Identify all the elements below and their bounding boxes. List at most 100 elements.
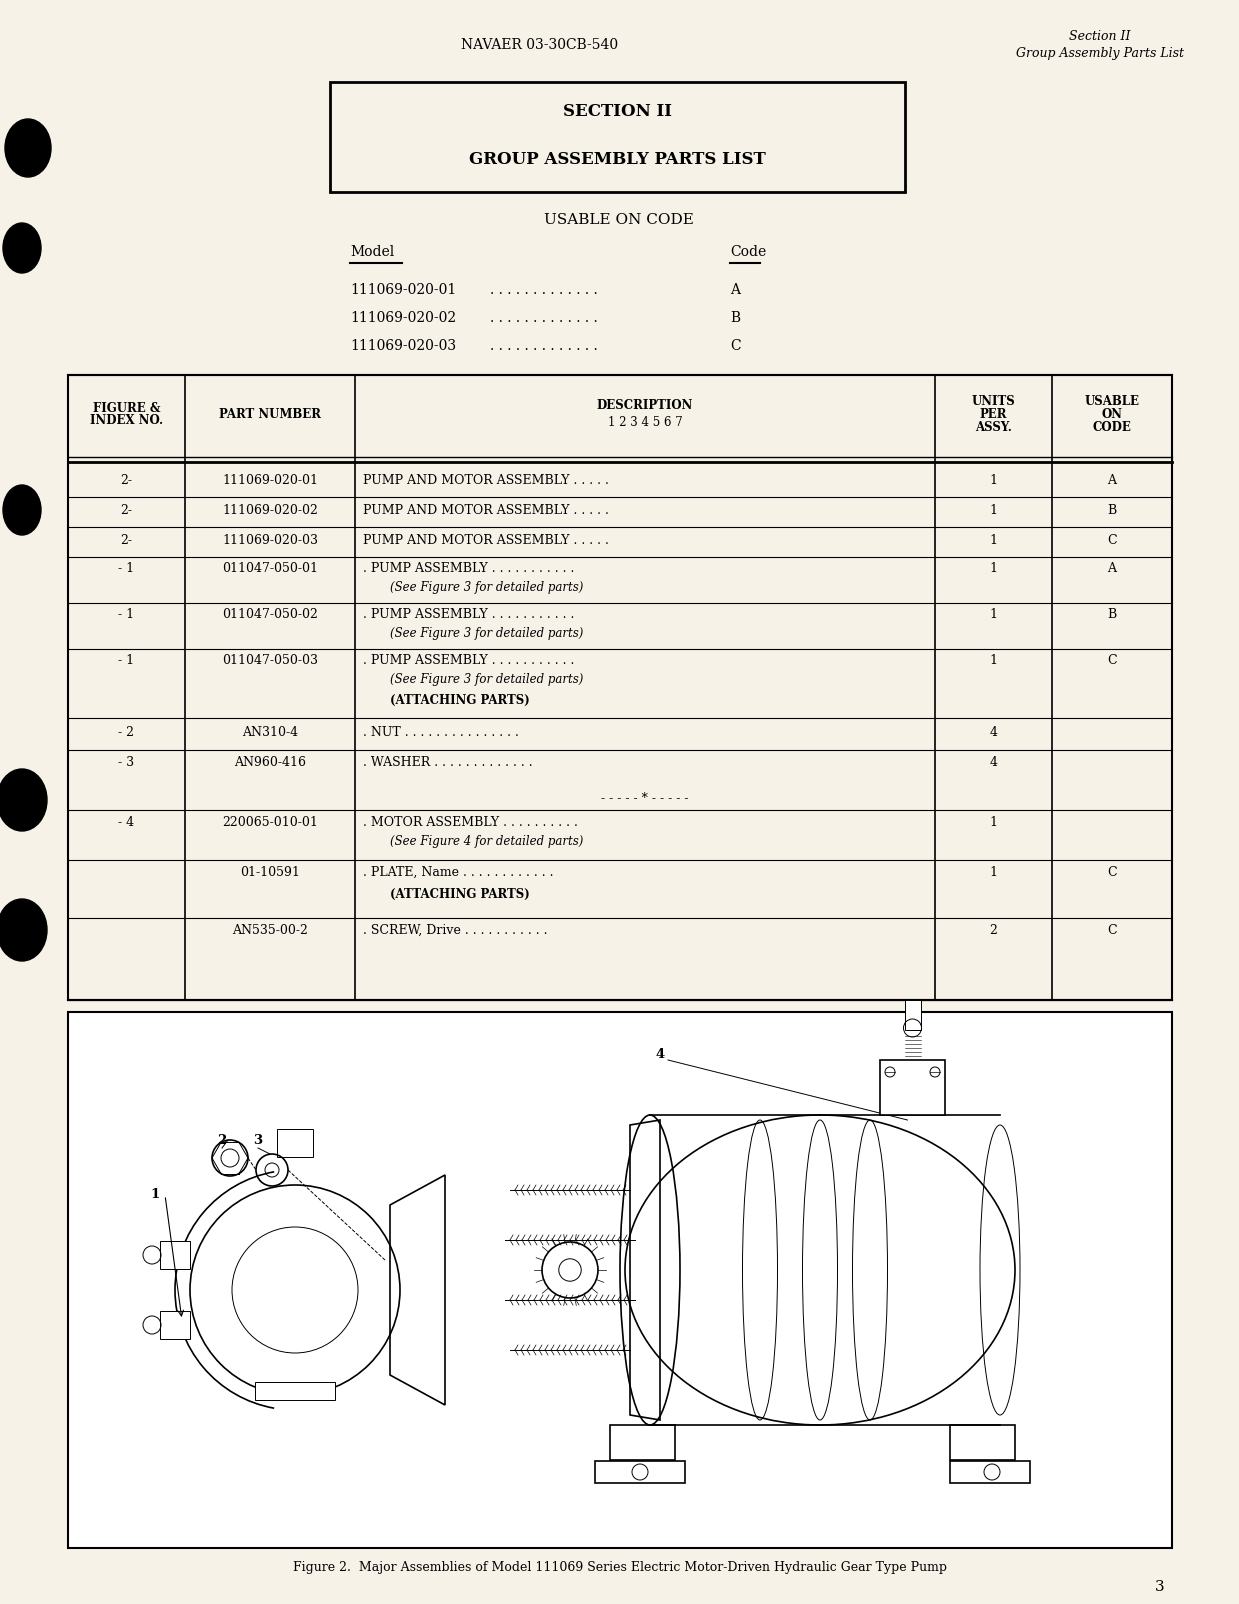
Text: 3: 3 <box>254 1134 263 1147</box>
Text: . PUMP ASSEMBLY . . . . . . . . . . .: . PUMP ASSEMBLY . . . . . . . . . . . <box>363 608 575 621</box>
Text: 2-: 2- <box>120 534 133 547</box>
Text: CODE: CODE <box>1093 420 1131 435</box>
Text: 1: 1 <box>990 534 997 547</box>
Text: 4: 4 <box>990 725 997 738</box>
Text: (ATTACHING PARTS): (ATTACHING PARTS) <box>390 887 530 900</box>
Bar <box>595 1461 685 1484</box>
Text: GROUP ASSEMBLY PARTS LIST: GROUP ASSEMBLY PARTS LIST <box>470 151 766 168</box>
Text: Code: Code <box>730 245 766 258</box>
Text: C: C <box>1108 653 1116 667</box>
Text: AN535-00-2: AN535-00-2 <box>232 924 309 937</box>
Bar <box>330 82 904 192</box>
Text: Model: Model <box>349 245 394 258</box>
Text: - 3: - 3 <box>119 755 135 768</box>
Text: DESCRIPTION: DESCRIPTION <box>597 399 693 412</box>
Text: 1: 1 <box>990 815 997 829</box>
Text: 111069-020-02: 111069-020-02 <box>222 504 318 516</box>
Bar <box>160 1241 190 1269</box>
Ellipse shape <box>2 484 41 536</box>
Text: 1: 1 <box>990 473 997 486</box>
Text: . . . . . . . . . . . . .: . . . . . . . . . . . . . <box>489 282 597 297</box>
Text: 111069-020-03: 111069-020-03 <box>222 534 318 547</box>
Ellipse shape <box>0 898 47 961</box>
Text: PUMP AND MOTOR ASSEMBLY . . . . .: PUMP AND MOTOR ASSEMBLY . . . . . <box>363 504 608 516</box>
Text: . PUMP ASSEMBLY . . . . . . . . . . .: . PUMP ASSEMBLY . . . . . . . . . . . <box>363 561 575 574</box>
Text: C: C <box>1108 866 1116 879</box>
Text: A: A <box>730 282 740 297</box>
Text: ON: ON <box>1101 407 1123 420</box>
Text: - 1: - 1 <box>119 561 135 574</box>
Text: 4: 4 <box>655 1049 664 1062</box>
Text: 111069-020-01: 111069-020-01 <box>349 282 456 297</box>
Text: PER: PER <box>980 407 1007 420</box>
Text: (See Figure 4 for detailed parts): (See Figure 4 for detailed parts) <box>390 836 584 849</box>
Bar <box>255 1383 335 1400</box>
Text: . PLATE, Name . . . . . . . . . . . .: . PLATE, Name . . . . . . . . . . . . <box>363 866 554 879</box>
Text: INDEX NO.: INDEX NO. <box>90 414 164 428</box>
Text: Figure 2.  Major Assemblies of Model 111069 Series Electric Motor-Driven Hydraul: Figure 2. Major Assemblies of Model 1110… <box>292 1562 947 1575</box>
Bar <box>68 1012 1172 1548</box>
Text: - 1: - 1 <box>119 608 135 621</box>
Ellipse shape <box>0 768 47 831</box>
Text: B: B <box>730 311 740 326</box>
Text: 2: 2 <box>217 1134 227 1147</box>
Text: - 4: - 4 <box>119 815 135 829</box>
Text: (See Figure 3 for detailed parts): (See Figure 3 for detailed parts) <box>390 582 584 595</box>
Ellipse shape <box>5 119 51 176</box>
Text: C: C <box>730 338 741 353</box>
Text: AN960-416: AN960-416 <box>234 755 306 768</box>
Text: C: C <box>1108 924 1116 937</box>
Text: 1 2 3 4 5 6 7: 1 2 3 4 5 6 7 <box>607 415 683 428</box>
Bar <box>68 375 1172 999</box>
Text: 1: 1 <box>990 504 997 516</box>
Text: . . . . . . . . . . . . .: . . . . . . . . . . . . . <box>489 338 597 353</box>
Text: UNITS: UNITS <box>971 395 1016 407</box>
Text: PUMP AND MOTOR ASSEMBLY . . . . .: PUMP AND MOTOR ASSEMBLY . . . . . <box>363 534 608 547</box>
Text: 220065-010-01: 220065-010-01 <box>222 815 318 829</box>
Text: 111069-020-01: 111069-020-01 <box>222 473 318 486</box>
Text: ASSY.: ASSY. <box>975 420 1012 435</box>
Text: USABLE: USABLE <box>1084 395 1140 407</box>
Text: 1: 1 <box>990 608 997 621</box>
Text: (ATTACHING PARTS): (ATTACHING PARTS) <box>390 693 530 706</box>
Bar <box>160 1310 190 1339</box>
Bar <box>278 1129 313 1156</box>
Text: C: C <box>1108 534 1116 547</box>
Text: 1: 1 <box>990 561 997 574</box>
Text: A: A <box>1108 473 1116 486</box>
Text: - 2: - 2 <box>119 725 135 738</box>
Text: Section II: Section II <box>1069 29 1131 42</box>
Text: FIGURE &: FIGURE & <box>93 401 160 414</box>
Text: Group Assembly Parts List: Group Assembly Parts List <box>1016 48 1184 61</box>
Text: 2-: 2- <box>120 504 133 516</box>
Text: 011047-050-02: 011047-050-02 <box>222 608 318 621</box>
Text: B: B <box>1108 504 1116 516</box>
Text: 3: 3 <box>1155 1580 1165 1594</box>
Text: . PUMP ASSEMBLY . . . . . . . . . . .: . PUMP ASSEMBLY . . . . . . . . . . . <box>363 653 575 667</box>
Text: PART NUMBER: PART NUMBER <box>219 407 321 420</box>
Text: . . . . . . . . . . . . .: . . . . . . . . . . . . . <box>489 311 597 326</box>
Text: NAVAER 03-30CB-540: NAVAER 03-30CB-540 <box>461 38 618 51</box>
Text: AN310-4: AN310-4 <box>242 725 299 738</box>
Text: 1: 1 <box>150 1189 160 1201</box>
Text: 1: 1 <box>990 653 997 667</box>
Text: . WASHER . . . . . . . . . . . . .: . WASHER . . . . . . . . . . . . . <box>363 755 533 768</box>
Text: (See Figure 3 for detailed parts): (See Figure 3 for detailed parts) <box>390 627 584 640</box>
Ellipse shape <box>2 223 41 273</box>
Text: 2: 2 <box>990 924 997 937</box>
Text: USABLE ON CODE: USABLE ON CODE <box>544 213 694 228</box>
Text: 01-10591: 01-10591 <box>240 866 300 879</box>
Text: B: B <box>1108 608 1116 621</box>
Text: (See Figure 3 for detailed parts): (See Figure 3 for detailed parts) <box>390 674 584 687</box>
Text: 2-: 2- <box>120 473 133 486</box>
Text: PUMP AND MOTOR ASSEMBLY . . . . .: PUMP AND MOTOR ASSEMBLY . . . . . <box>363 473 608 486</box>
Text: 111069-020-02: 111069-020-02 <box>349 311 456 326</box>
Text: 011047-050-03: 011047-050-03 <box>222 653 318 667</box>
Text: 011047-050-01: 011047-050-01 <box>222 561 318 574</box>
Text: . MOTOR ASSEMBLY . . . . . . . . . .: . MOTOR ASSEMBLY . . . . . . . . . . <box>363 815 577 829</box>
Text: - 1: - 1 <box>119 653 135 667</box>
Bar <box>950 1461 1030 1484</box>
Text: 111069-020-03: 111069-020-03 <box>349 338 456 353</box>
Text: 1: 1 <box>990 866 997 879</box>
Text: 4: 4 <box>990 755 997 768</box>
